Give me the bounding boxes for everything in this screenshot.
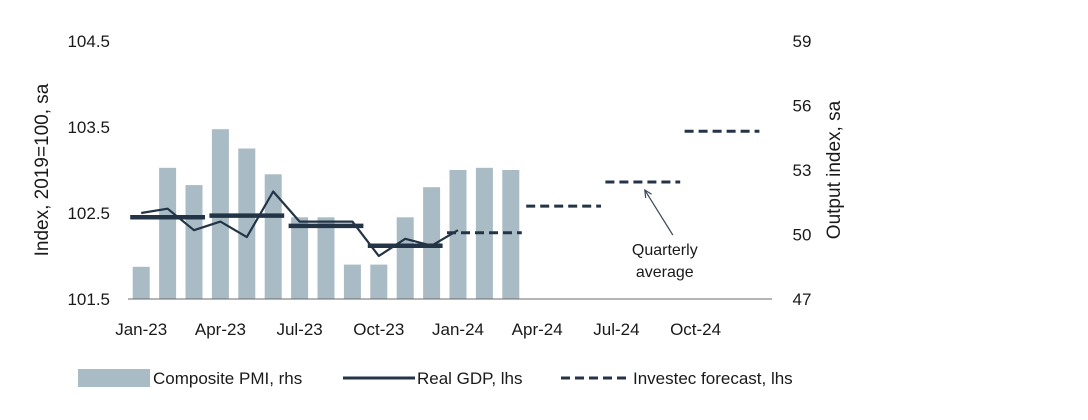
left-axis-title: Index, 2019=100, sa [32, 83, 53, 256]
pmi-bar-mar-24 [502, 170, 520, 299]
right-axis-ticks: 47 50 53 56 59 [793, 32, 812, 309]
left-axis-ticks: 101.5 102.5 103.5 104.5 [67, 32, 110, 309]
x-tick-label: Jul-23 [276, 320, 322, 339]
right-tick-label: 53 [793, 161, 812, 180]
pmi-bar-jan-24 [449, 170, 467, 299]
annotation-arrow-shaft [644, 189, 674, 236]
right-tick-label: 59 [793, 32, 812, 51]
x-tick-label: Oct-23 [353, 320, 404, 339]
legend-label-pmi: Composite PMI, rhs [153, 369, 302, 388]
pmi-bar-mar-23 [185, 185, 203, 299]
legend-swatch-pmi [78, 369, 150, 387]
pmi-bars [132, 129, 520, 300]
x-tick-label: Jan-24 [432, 320, 484, 339]
legend: Composite PMI, rhs Real GDP, lhs Investe… [78, 369, 793, 388]
legend-label-forecast: Investec forecast, lhs [633, 369, 793, 388]
line-series [130, 129, 760, 258]
annotation-text: Quarterly [632, 242, 698, 259]
x-tick-label: Jan-23 [115, 320, 167, 339]
pmi-bar-jun-23 [264, 174, 282, 299]
left-tick-label: 101.5 [67, 290, 110, 309]
annotation-quarterly-average: Quarterly average [632, 188, 698, 281]
pmi-bar-jul-23 [291, 217, 309, 299]
right-axis-title: Output index, sa [824, 100, 845, 239]
left-tick-label: 103.5 [67, 118, 110, 137]
x-tick-label: Apr-23 [195, 320, 246, 339]
legend-label-gdp: Real GDP, lhs [417, 369, 523, 388]
x-tick-label: Apr-24 [512, 320, 563, 339]
annotation-arrow-head [644, 188, 652, 199]
x-tick-label: Oct-24 [670, 320, 721, 339]
pmi-bar-dec-23 [423, 187, 441, 299]
right-tick-label: 56 [793, 97, 812, 116]
pmi-bar-may-23 [238, 148, 256, 299]
pmi-bar-nov-23 [396, 217, 414, 299]
pmi-bar-feb-23 [159, 167, 177, 299]
pmi-bar-aug-23 [317, 217, 335, 299]
pmi-bar-jan-23 [132, 266, 150, 300]
left-tick-label: 104.5 [67, 32, 110, 51]
pmi-bar-feb-24 [475, 167, 493, 299]
real-gdp-line [141, 190, 459, 258]
x-tick-label: Jul-24 [593, 320, 639, 339]
right-tick-label: 50 [793, 226, 812, 245]
left-tick-label: 102.5 [67, 204, 110, 223]
pmi-bar-sep-23 [343, 264, 361, 299]
x-axis-ticks: Jan-23 Apr-23 Jul-23 Oct-23 Jan-24 Apr-24 Jul-… [115, 320, 721, 339]
pmi-bar-oct-23 [370, 264, 388, 299]
annotation-text: average [636, 264, 694, 281]
right-tick-label: 47 [793, 290, 812, 309]
